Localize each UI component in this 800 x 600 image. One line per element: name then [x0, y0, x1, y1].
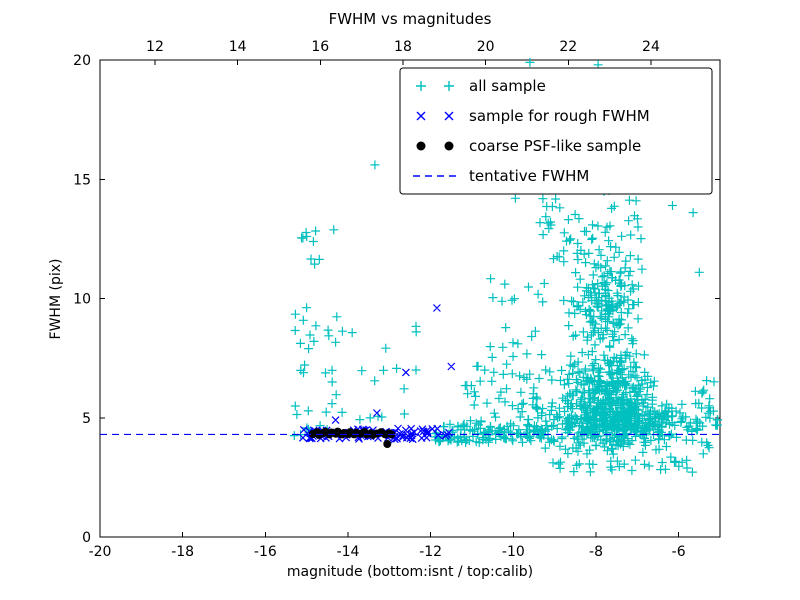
top-tick-label: 24 [642, 39, 660, 55]
y-tick-label: 20 [73, 53, 91, 69]
x-tick-label: -10 [502, 544, 525, 560]
top-tick-label: 16 [311, 39, 329, 55]
y-tick-label: 10 [73, 292, 91, 308]
circle-marker-icon [444, 141, 454, 151]
axis-ticks [99, 59, 720, 538]
top-tick-label: 18 [394, 39, 412, 55]
plus-marker-icon [444, 81, 454, 91]
x-tick-label: -20 [89, 544, 112, 560]
x-tick-label: -6 [672, 544, 686, 560]
x-tick-label: -14 [337, 544, 360, 560]
y-tick-label: 0 [82, 530, 91, 546]
top-tick-label: 12 [146, 39, 164, 55]
y-axis-label: FWHM (pix) [48, 258, 64, 340]
chart-title: FWHM vs magnitudes [328, 10, 492, 28]
series-all-sample [289, 57, 723, 477]
series-coarse-psf-like-sample [308, 427, 396, 448]
legend-label: sample for rough FWHM [469, 107, 650, 125]
x-tick-label: -12 [419, 544, 442, 560]
x-tick-label: -8 [589, 544, 603, 560]
circle-marker-icon [416, 141, 426, 151]
legend-label: all sample [469, 77, 546, 95]
legend-entry-3: tentative FWHM [413, 167, 589, 185]
x-marker-icon [416, 111, 426, 121]
series-sample-for-rough-fwhm [298, 304, 456, 444]
top-tick-label: 14 [229, 39, 247, 55]
legend-entry-0: all sample [416, 77, 546, 95]
top-tick-label: 20 [477, 39, 495, 55]
x-tick-label: -18 [171, 544, 194, 560]
top-tick-label: 22 [559, 39, 577, 55]
legend-box [399, 67, 713, 195]
x-marker-icon [444, 111, 454, 121]
legend-entry-1: sample for rough FWHM [416, 107, 650, 125]
plus-marker-icon [416, 81, 426, 91]
x-axis-label: magnitude (bottom:isnt / top:calib) [286, 564, 534, 580]
legend-entry-2: coarse PSF-like sample [416, 137, 641, 155]
legend: all sample sample for rough FWHM coarse PS… [399, 67, 713, 195]
legend-label: tentative FWHM [469, 167, 589, 185]
y-tick-label: 5 [82, 411, 91, 427]
legend-label: coarse PSF-like sample [469, 137, 641, 155]
y-tick-label: 15 [73, 172, 91, 188]
x-tick-label: -16 [254, 544, 277, 560]
